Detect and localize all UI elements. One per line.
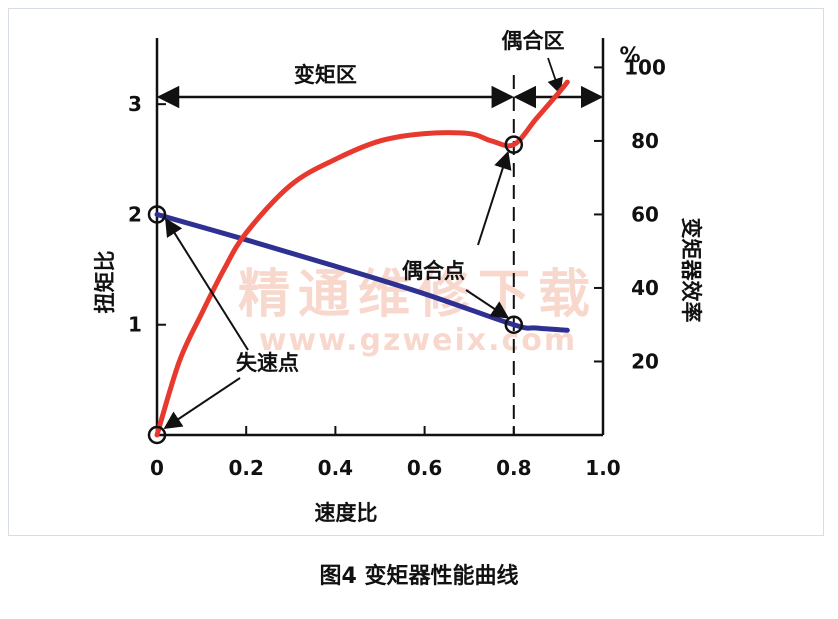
annotation-stall-point: 失速点 xyxy=(236,351,299,375)
y-right-tick-label: 20 xyxy=(631,349,659,373)
y-left-tick-label: 2 xyxy=(128,202,142,226)
figure-caption: 图4 变矩器性能曲线 xyxy=(319,564,519,589)
regions: 变矩区 偶合区 xyxy=(156,29,604,109)
x-tick-label: 0 xyxy=(150,456,164,480)
x-axis-label: 速度比 xyxy=(315,501,378,525)
torque-ratio-line xyxy=(154,211,570,333)
y-right-tick-label: 80 xyxy=(631,129,659,153)
y-left-tick-label: 3 xyxy=(128,92,142,116)
region-label-leader xyxy=(547,57,563,95)
stall-point-arrow xyxy=(163,377,241,429)
chart-canvas: 精通维修下载 www.gzweix.com 0 0.2 0.4 0.6 0.8 1.0 1 2… xyxy=(93,29,703,525)
y-right-tick-label: 100 xyxy=(624,55,666,79)
y-axis-right-unit: % xyxy=(619,43,640,67)
y-right-tick-label: 40 xyxy=(631,276,659,300)
watermark: 精通维修下载 www.gzweix.com xyxy=(238,265,598,358)
region-label-torque-conversion: 变矩区 xyxy=(294,63,357,87)
region-label-coupling: 偶合区 xyxy=(502,29,565,53)
series-layer xyxy=(147,79,570,445)
annotations: 失速点 偶合点 xyxy=(163,150,512,429)
y-left-tick-label: 1 xyxy=(128,313,142,337)
point-marker xyxy=(147,205,167,224)
axes: 0 0.2 0.4 0.6 0.8 1.0 1 2 3 20 40 60 80 100 xyxy=(128,38,666,480)
coupling-point-arrow xyxy=(477,150,512,246)
x-tick-label: 1.0 xyxy=(585,456,620,480)
figure-frame xyxy=(8,8,824,536)
y-axis-right-label: 变矩器效率 xyxy=(679,218,703,323)
point-marker xyxy=(504,315,524,334)
coupling-point-arrow xyxy=(465,289,510,319)
point-marker xyxy=(504,135,524,154)
x-tick-label: 0.2 xyxy=(228,456,263,480)
point-marker xyxy=(147,425,167,445)
x-tick-label: 0.4 xyxy=(318,456,353,480)
x-tick-label: 0.6 xyxy=(407,456,442,480)
y-right-tick-label: 60 xyxy=(631,202,659,226)
x-tick-label: 0.8 xyxy=(496,456,531,480)
annotation-coupling-point: 偶合点 xyxy=(402,259,465,283)
watermark-cn: 精通维修下载 xyxy=(238,265,598,325)
efficiency-line xyxy=(154,79,570,438)
stall-point-arrow xyxy=(165,217,249,351)
y-axis-left-label: 扭矩比 xyxy=(93,251,117,314)
